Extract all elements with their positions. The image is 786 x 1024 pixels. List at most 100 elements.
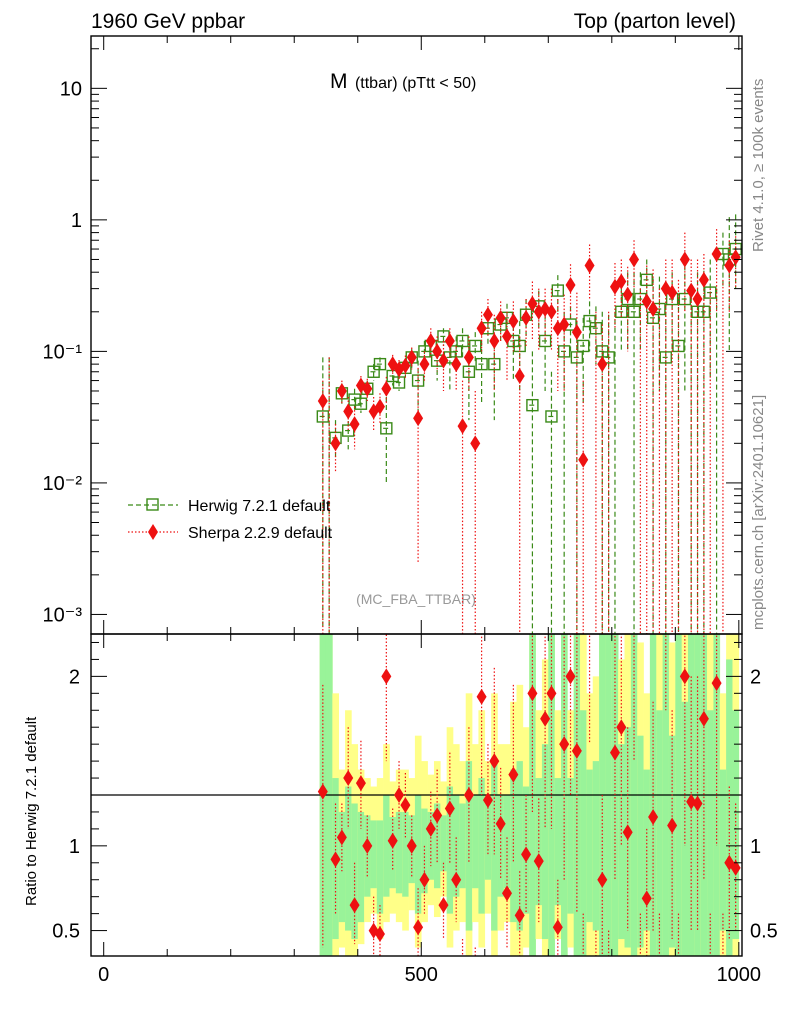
- ratio-data-point: [730, 859, 741, 876]
- data-point: [413, 410, 424, 427]
- data-point: [545, 410, 558, 423]
- ratio-data-point: [514, 907, 525, 924]
- data-point: [698, 271, 709, 288]
- ratio-band-inner: [567, 778, 574, 914]
- data-point: [571, 324, 582, 341]
- data-point: [627, 305, 641, 318]
- plot-title-sub: (ttbar) (pTtt < 50): [355, 75, 476, 92]
- ratio-y-tick-label-right: 0.5: [750, 921, 778, 943]
- x-tick-label: 0: [98, 964, 109, 986]
- ratio-band-inner: [395, 811, 403, 894]
- legend-sherpa-marker: [148, 524, 158, 540]
- data-point: [374, 398, 385, 415]
- ratio-data-point: [527, 685, 538, 702]
- ratio-data-point: [476, 688, 487, 705]
- data-point: [354, 397, 368, 410]
- data-point: [641, 293, 652, 310]
- ratio-band-inner: [465, 761, 473, 931]
- ratio-band-inner: [414, 795, 422, 914]
- data-point: [667, 284, 678, 301]
- data-point: [462, 365, 476, 378]
- ratio-band-inner: [357, 811, 365, 923]
- data-point: [686, 282, 697, 299]
- data-point: [679, 251, 690, 268]
- data-point: [438, 352, 449, 369]
- data-point: [475, 357, 488, 371]
- ratio-y-tick-label: 0.5: [52, 921, 80, 943]
- data-point: [349, 416, 360, 433]
- data-point: [381, 380, 392, 397]
- ratio-data-point: [686, 793, 697, 810]
- ratio-band-inner: [580, 710, 587, 956]
- ratio-data-point: [413, 919, 424, 936]
- ratio-data-point: [330, 851, 341, 868]
- legend-sherpa-label: Sherpa 2.2.9 default: [188, 525, 333, 542]
- data-point: [451, 356, 462, 373]
- legend-herwig: Herwig 7.2.1 default: [128, 498, 331, 515]
- data-point: [551, 284, 565, 297]
- ratio-band-inner: [376, 820, 384, 914]
- ratio-band-inner: [554, 778, 562, 906]
- data-point: [584, 257, 595, 274]
- ratio-data-point: [495, 815, 506, 832]
- ratio-data-point: [463, 787, 474, 803]
- ratio-data-point: [552, 919, 563, 936]
- ratio-band-inner: [478, 778, 486, 914]
- data-point: [527, 295, 538, 312]
- ratio-data-point: [692, 795, 703, 812]
- data-point: [640, 273, 653, 287]
- legend-sherpa: Sherpa 2.2.9 default: [128, 524, 333, 542]
- ratio-band-inner: [541, 744, 549, 940]
- ratio-band-inner: [427, 811, 435, 880]
- ratio-data-point: [533, 853, 544, 870]
- data-point: [348, 393, 361, 406]
- data-point: [463, 349, 474, 366]
- data-point: [577, 339, 590, 353]
- y-tick-label: 10⁻¹: [43, 341, 83, 363]
- data-point: [495, 309, 506, 326]
- ratio-y-tick-label: 2: [69, 666, 80, 688]
- y-tick-label: 1: [71, 210, 82, 232]
- ratio-band-inner: [459, 803, 467, 889]
- data-point: [373, 357, 387, 371]
- main-panel-frame: [90, 35, 743, 635]
- header-left-label: 1960 GeV ppbar: [91, 10, 245, 33]
- data-point: [508, 313, 519, 330]
- data-point: [724, 257, 735, 274]
- data-point: [380, 422, 393, 435]
- ratio-y-tick-label-right: 1: [750, 836, 761, 858]
- x-tick-label: 500: [405, 964, 438, 986]
- ratio-data-point: [597, 871, 608, 888]
- data-point: [482, 306, 493, 323]
- data-point: [589, 322, 603, 335]
- data-point: [514, 367, 525, 384]
- ratio-band-inner: [402, 811, 409, 897]
- rivet-version-label: Rivet 4.1.0, ≥ 100k events: [750, 79, 767, 252]
- data-point: [316, 410, 330, 423]
- ratio-data-point: [394, 787, 405, 803]
- ratio-y-tick-label-right: 2: [750, 666, 761, 688]
- data-point: [470, 435, 481, 452]
- ratio-band-inner: [472, 795, 479, 889]
- ratio-data-point: [406, 837, 417, 854]
- x-tick-label: 1000: [717, 964, 762, 986]
- data-point: [456, 334, 469, 348]
- ratio-band-inner: [668, 735, 676, 948]
- mcplots-label: mcplots.cern.ch [arXiv:2401.10621]: [750, 395, 767, 630]
- data-point: [616, 273, 627, 290]
- data-point: [648, 301, 659, 318]
- ratio-band-inner: [484, 803, 492, 880]
- ratio-data-point: [489, 753, 500, 770]
- ratio-data-point: [502, 885, 513, 902]
- ratio-data-point: [374, 925, 385, 942]
- ratio-band-inner: [364, 815, 371, 897]
- ratio-data-point: [444, 800, 455, 817]
- ratio-data-point: [698, 710, 709, 727]
- data-point: [622, 286, 633, 303]
- data-point: [578, 451, 589, 468]
- y-tick-label: 10: [60, 78, 82, 100]
- ratio-band-inner: [707, 710, 714, 956]
- data-point: [526, 398, 539, 412]
- ratio-data-point: [571, 742, 582, 759]
